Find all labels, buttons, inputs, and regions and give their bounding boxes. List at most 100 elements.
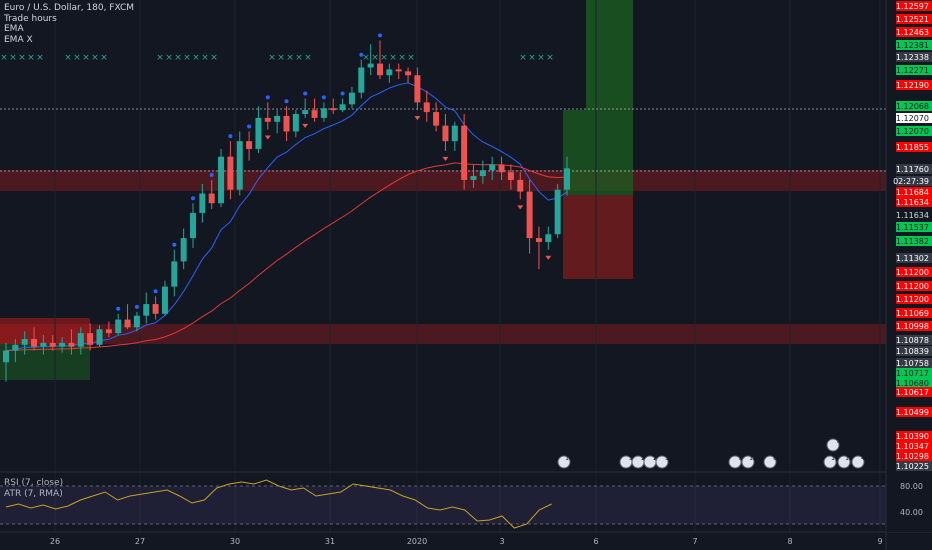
candle[interactable] [554, 183, 561, 239]
price-label[interactable]: 1.10998 [896, 321, 932, 331]
candle[interactable] [302, 98, 309, 118]
candle[interactable] [49, 335, 56, 351]
candle[interactable] [87, 323, 94, 351]
event-badge[interactable]: 4 [851, 455, 865, 469]
candle[interactable] [264, 102, 271, 130]
price-label[interactable]: 1.10499 [896, 407, 932, 417]
candle[interactable] [433, 102, 440, 132]
candle[interactable] [507, 164, 514, 190]
event-badge[interactable]: 13 [741, 455, 757, 469]
candle[interactable] [180, 228, 187, 270]
candles-layer[interactable] [3, 40, 570, 382]
candle[interactable] [348, 86, 355, 109]
price-label[interactable]: 1.10717 [896, 368, 932, 378]
candle[interactable] [489, 156, 496, 180]
candle[interactable] [236, 131, 243, 196]
candle[interactable] [68, 329, 75, 355]
event-badge[interactable]: 2 [643, 455, 657, 469]
price-label[interactable]: 1.10839 [896, 346, 932, 356]
price-label[interactable]: 1.12381 [896, 40, 932, 50]
price-label[interactable]: 1.12597 [896, 1, 932, 11]
candle[interactable] [386, 63, 393, 83]
candle[interactable] [283, 106, 290, 142]
symbol-title[interactable]: Euro / U.S. Dollar, 180, FXCM [4, 3, 135, 13]
candle[interactable] [405, 67, 412, 83]
price-label[interactable]: 1.11855 [896, 142, 932, 152]
candle[interactable] [535, 226, 542, 270]
candle[interactable] [311, 98, 318, 122]
price-label[interactable]: 1.11684 [896, 187, 932, 197]
candle[interactable] [218, 148, 225, 208]
price-label[interactable]: 1.12190 [896, 80, 932, 90]
candle[interactable] [442, 114, 449, 151]
candle[interactable] [451, 121, 458, 151]
candle[interactable] [292, 110, 299, 138]
event-badge[interactable]: 10 [823, 455, 839, 469]
price-label[interactable]: 1.11302 [896, 253, 932, 263]
price-label[interactable]: 1.10680 [896, 378, 932, 388]
study-ema-x[interactable]: EMA X [4, 34, 33, 45]
candle[interactable] [143, 292, 150, 324]
price-label[interactable]: 1.11069 [896, 308, 932, 318]
candle[interactable] [105, 321, 112, 338]
candle[interactable] [59, 337, 66, 353]
candle[interactable] [96, 325, 103, 347]
candle[interactable] [461, 114, 468, 190]
candle[interactable] [246, 131, 253, 161]
candle[interactable] [367, 44, 374, 76]
candle[interactable] [77, 327, 84, 355]
candle[interactable] [133, 311, 140, 332]
atr-legend[interactable]: ATR (7, RMA) [4, 489, 63, 499]
price-label[interactable]: 1.11382 [896, 236, 932, 246]
candle[interactable] [3, 342, 9, 382]
candle[interactable] [470, 164, 477, 188]
price-label[interactable]: 1.10758 [896, 358, 932, 368]
price-label[interactable]: 1.12070 [896, 126, 932, 136]
price-label[interactable]: 1.10298 [896, 451, 932, 461]
price-label[interactable]: 1.12338 [896, 52, 932, 62]
candle[interactable] [12, 338, 19, 363]
price-label[interactable]: 1.12271 [896, 65, 932, 75]
price-axis[interactable]: 1.12597 1.12521 1.12463 1.12381 1.12338 1.122… [885, 0, 932, 550]
event-badge[interactable]: 7 [728, 455, 742, 469]
candle[interactable] [517, 172, 524, 200]
event-badge[interactable]: 2 [631, 455, 645, 469]
candle[interactable] [395, 63, 402, 80]
study-ema[interactable]: EMA [4, 24, 24, 34]
candle[interactable] [152, 296, 159, 320]
candle[interactable] [330, 98, 337, 115]
candle[interactable] [190, 203, 196, 248]
event-badge[interactable]: 3 [655, 455, 669, 469]
price-label[interactable]: 1.11537 [896, 222, 932, 232]
event-badge[interactable]: 14 [557, 455, 573, 469]
candle[interactable] [208, 179, 215, 210]
price-label[interactable]: 1.11634 [896, 210, 932, 220]
candle[interactable] [227, 141, 234, 200]
rsi-pane[interactable] [0, 471, 932, 533]
candle[interactable] [274, 110, 281, 134]
price-label[interactable]: 1.11200 [896, 267, 932, 277]
candle[interactable] [358, 59, 365, 99]
candle[interactable] [124, 304, 131, 330]
candle[interactable] [526, 179, 533, 254]
price-label[interactable]: 1.10390 [896, 431, 932, 441]
price-label[interactable]: 1.11200 [896, 294, 932, 304]
price-label[interactable]: 1.10347 [896, 441, 932, 451]
candle[interactable] [339, 98, 346, 113]
event-badge[interactable]: 13 [837, 455, 853, 469]
candle[interactable] [320, 102, 327, 122]
candle[interactable] [21, 331, 28, 355]
candle[interactable] [115, 313, 122, 336]
candle[interactable] [377, 40, 383, 80]
event-badges[interactable]: 14 3 2 2 3 7 13 8 10 13 4 7 [557, 438, 865, 469]
price-label[interactable]: 1.10225 [896, 461, 932, 471]
event-badge[interactable]: 3 [619, 455, 633, 469]
candle[interactable] [161, 280, 168, 316]
price-label[interactable]: 1.12070 [896, 113, 932, 123]
candle[interactable] [199, 183, 206, 223]
event-badge[interactable]: 7 [826, 438, 840, 452]
candle[interactable] [564, 156, 570, 196]
candle[interactable] [40, 335, 47, 355]
